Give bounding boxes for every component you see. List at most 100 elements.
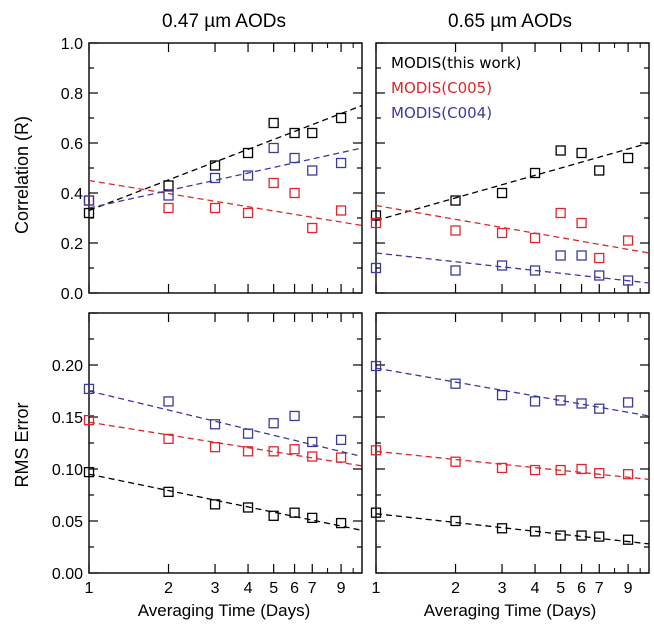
x-tick-label: 3	[498, 580, 507, 597]
data-point	[335, 452, 347, 463]
data-point	[622, 534, 634, 545]
data-point	[370, 262, 382, 274]
data-point	[335, 157, 347, 169]
trend-line	[88, 179, 363, 227]
x-tick-label: 6	[577, 580, 586, 597]
y-tick-label: 0.8	[61, 86, 83, 103]
trend-line	[375, 204, 650, 254]
y-tick-label: 0.2	[61, 236, 83, 253]
data-point	[555, 207, 566, 219]
x-tick-label: 1	[85, 580, 94, 597]
data-point	[268, 117, 279, 129]
data-point	[496, 187, 508, 199]
data-point	[370, 360, 382, 372]
x-tick-label: 7	[595, 580, 604, 597]
data-point	[307, 451, 318, 462]
y-tick-label: 0.00	[52, 566, 83, 583]
data-point	[576, 147, 587, 159]
data-point	[163, 396, 174, 407]
data-point	[242, 428, 254, 439]
legend-item-this-work: MODIS(this work)	[391, 54, 521, 72]
data-point	[209, 442, 221, 453]
data-point	[496, 260, 508, 271]
panel-correlation-065	[370, 42, 650, 294]
data-point	[163, 202, 174, 214]
data-point	[496, 462, 508, 474]
data-point	[622, 235, 634, 246]
y-tick-label: 0.15	[52, 410, 83, 427]
data-point	[242, 502, 254, 513]
x-tick-label: 4	[244, 580, 253, 597]
data-point	[450, 456, 461, 467]
data-point	[307, 436, 318, 448]
data-point	[555, 250, 566, 261]
trend-line	[375, 367, 650, 417]
plot-frame	[88, 312, 363, 574]
data-point	[335, 112, 347, 124]
x-tick-label: 9	[337, 580, 346, 597]
y-tick-label: 1.0	[61, 36, 83, 53]
data-point	[242, 207, 254, 219]
data-point	[307, 165, 318, 176]
data-point	[576, 217, 587, 229]
trend-line	[88, 390, 363, 458]
data-point	[555, 395, 566, 406]
trend-line	[88, 104, 363, 212]
data-point	[555, 464, 566, 476]
data-point	[594, 252, 605, 264]
panel-rms-047: 1 2 3 4 5 6 7 9 0.00 0.05 0.10 0.15 0.20	[52, 312, 363, 597]
data-point	[594, 403, 605, 414]
data-point	[450, 225, 461, 236]
data-point	[307, 222, 318, 234]
ylabel-rms: RMS Error	[12, 402, 32, 487]
data-point	[529, 526, 541, 537]
ylabel-correlation: Correlation (R)	[12, 116, 32, 234]
data-point	[289, 152, 300, 164]
plot-frame	[88, 42, 363, 294]
data-point	[576, 398, 587, 409]
data-point	[289, 444, 300, 455]
data-point	[268, 446, 279, 457]
data-point	[289, 187, 300, 199]
data-point	[209, 419, 221, 430]
trend-line	[88, 421, 363, 467]
x-tick-label: 9	[624, 580, 633, 597]
data-point	[450, 265, 461, 276]
data-point	[450, 195, 461, 206]
title-right: 0.65 µm AODs	[448, 11, 572, 32]
y-tick-label: 0.20	[52, 358, 83, 375]
data-point	[83, 195, 95, 206]
y-tick-label: 0.6	[61, 136, 83, 153]
data-point	[529, 396, 541, 407]
trend-line	[88, 147, 363, 209]
data-point	[163, 190, 174, 201]
data-point	[242, 147, 254, 159]
trend-line	[375, 450, 650, 481]
trend-line	[375, 142, 650, 222]
data-point	[268, 142, 279, 154]
data-point	[576, 530, 587, 541]
y-tick-label: 0.4	[61, 186, 83, 203]
data-point	[209, 160, 221, 171]
panel-correlation-047: 0.0 0.2 0.4 0.6 0.8 1.0	[61, 36, 363, 303]
y-tick-label: 0.05	[52, 514, 83, 531]
panels: 0.00.20.40.60.81.01 2 3 4 5 6 7 90.000.050.100.…	[52, 36, 650, 597]
data-point	[594, 270, 605, 281]
data-point	[307, 127, 318, 139]
data-point	[83, 207, 95, 219]
x-tick-label: 7	[308, 580, 317, 597]
x-tick-label: 6	[290, 580, 299, 597]
title-left: 0.47 µm AODs	[162, 11, 286, 32]
trend-line	[375, 252, 650, 284]
data-point	[576, 250, 587, 261]
data-point	[622, 275, 634, 286]
trend-line	[375, 513, 650, 545]
data-point	[268, 510, 279, 521]
data-point	[496, 390, 508, 401]
data-point	[529, 464, 541, 476]
data-point	[594, 468, 605, 479]
data-point	[268, 418, 279, 429]
data-point	[622, 397, 634, 408]
plot-frame	[375, 312, 650, 574]
